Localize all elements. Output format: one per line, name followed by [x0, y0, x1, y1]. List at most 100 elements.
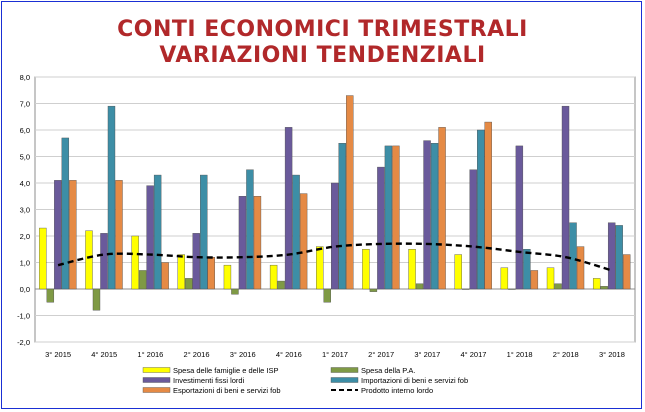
bar [115, 180, 123, 290]
bar [546, 267, 555, 290]
x-tick-label: 4° 2017 [460, 350, 486, 359]
y-tick-label: 8,0 [20, 73, 30, 82]
legend: Spesa delle famiglie e delle ISP Spesa de… [142, 366, 468, 395]
bar [131, 235, 139, 290]
x-tick-labels: 3° 2015 4° 2015 1° 2016 2° 2016 3° 2016 4° 20… [45, 350, 625, 359]
bar [323, 288, 331, 303]
y-tick-label: 6,0 [20, 126, 30, 135]
bar [576, 246, 585, 290]
legend-label: Spesa delle famiglie e delle ISP [173, 366, 278, 375]
bar [61, 137, 70, 290]
x-tick-label: 2° 2018 [553, 350, 579, 359]
bar [161, 262, 169, 290]
bar [331, 182, 339, 290]
bar [554, 283, 562, 290]
bar [192, 233, 200, 290]
bar [253, 196, 262, 290]
bar [477, 129, 485, 290]
bar [615, 225, 623, 290]
bar [569, 222, 577, 290]
bar [231, 288, 239, 295]
bar [484, 121, 492, 290]
bar [346, 95, 354, 290]
bar [223, 264, 232, 290]
gdp-line-path [57, 242, 613, 272]
bar [39, 227, 47, 290]
legend-swatch [330, 367, 359, 373]
bar [177, 254, 185, 290]
bar [100, 233, 108, 290]
bar [369, 288, 378, 292]
x-tick-label: 3° 2016 [230, 350, 256, 359]
bar [600, 286, 608, 290]
legend-label: Spesa della P.A. [361, 366, 416, 375]
y-tick-labels: 8,0 7,0 6,0 5,0 4,0 3,0 2,0 1,0 0,0 -1,0 -2,0 [17, 73, 30, 347]
legend-swatch [142, 387, 171, 393]
bar [523, 249, 531, 290]
bar [508, 288, 516, 290]
legend-swatch [330, 377, 359, 383]
bar [284, 127, 293, 290]
bar [500, 267, 509, 290]
bar [238, 196, 247, 290]
y-tick-label: 5,0 [20, 153, 30, 162]
x-tick-label: 4° 2016 [276, 350, 302, 359]
bar [607, 222, 616, 290]
bar [438, 127, 446, 290]
bar [423, 140, 431, 290]
gdp-line [57, 242, 613, 272]
bar [46, 288, 55, 303]
bar [338, 143, 346, 290]
legend-label: Prodotto interno lordo [361, 386, 433, 395]
bar [316, 246, 324, 290]
bar [138, 270, 147, 290]
bar [454, 254, 462, 290]
bar [207, 257, 215, 290]
y-tick-label: 4,0 [20, 179, 30, 188]
bar [277, 280, 285, 290]
bar [69, 180, 77, 290]
bar [469, 169, 477, 290]
x-tick-label: 1° 2017 [322, 350, 348, 359]
x-tick-label: 3° 2017 [414, 350, 440, 359]
y-tick-label: 7,0 [20, 100, 30, 109]
legend-label: Esportazioni di beni e servizi fob [173, 386, 281, 395]
x-tick-label: 3° 2018 [599, 350, 625, 359]
y-tick-label: 2,0 [20, 232, 30, 241]
legend-label: Importazioni di beni e servizi fob [361, 376, 468, 385]
bar [185, 278, 193, 290]
chart-title-line-2: VARIAZIONI TENDENZIALI [159, 43, 486, 68]
bar [430, 143, 439, 290]
bar [462, 288, 470, 290]
bars [39, 95, 631, 311]
y-tick-label: -2,0 [17, 338, 30, 347]
bar [530, 270, 539, 290]
legend-swatch [142, 377, 171, 383]
x-tick-label: 4° 2015 [91, 350, 117, 359]
bar [153, 174, 162, 290]
bar [246, 169, 254, 290]
legend-swatch [142, 367, 171, 373]
bar [622, 254, 631, 290]
x-tick-label: 1° 2016 [137, 350, 163, 359]
y-tick-label: -1,0 [17, 312, 30, 321]
x-tick-label: 3° 2015 [45, 350, 71, 359]
bar [561, 105, 570, 290]
bar [54, 180, 62, 290]
bar [362, 249, 370, 290]
bar [292, 174, 300, 290]
bar [592, 278, 601, 290]
x-tick-label: 1° 2018 [507, 350, 533, 359]
bar [92, 288, 101, 311]
x-tick-label: 2° 2017 [368, 350, 394, 359]
bar [299, 193, 308, 290]
legend-label: Investimenti fissi lordi [173, 376, 245, 385]
bar [377, 166, 385, 290]
bar [107, 105, 116, 290]
y-tick-label: 3,0 [20, 206, 30, 215]
bar [415, 283, 424, 290]
bar [392, 145, 400, 290]
bar [269, 264, 278, 290]
bar [85, 230, 93, 290]
